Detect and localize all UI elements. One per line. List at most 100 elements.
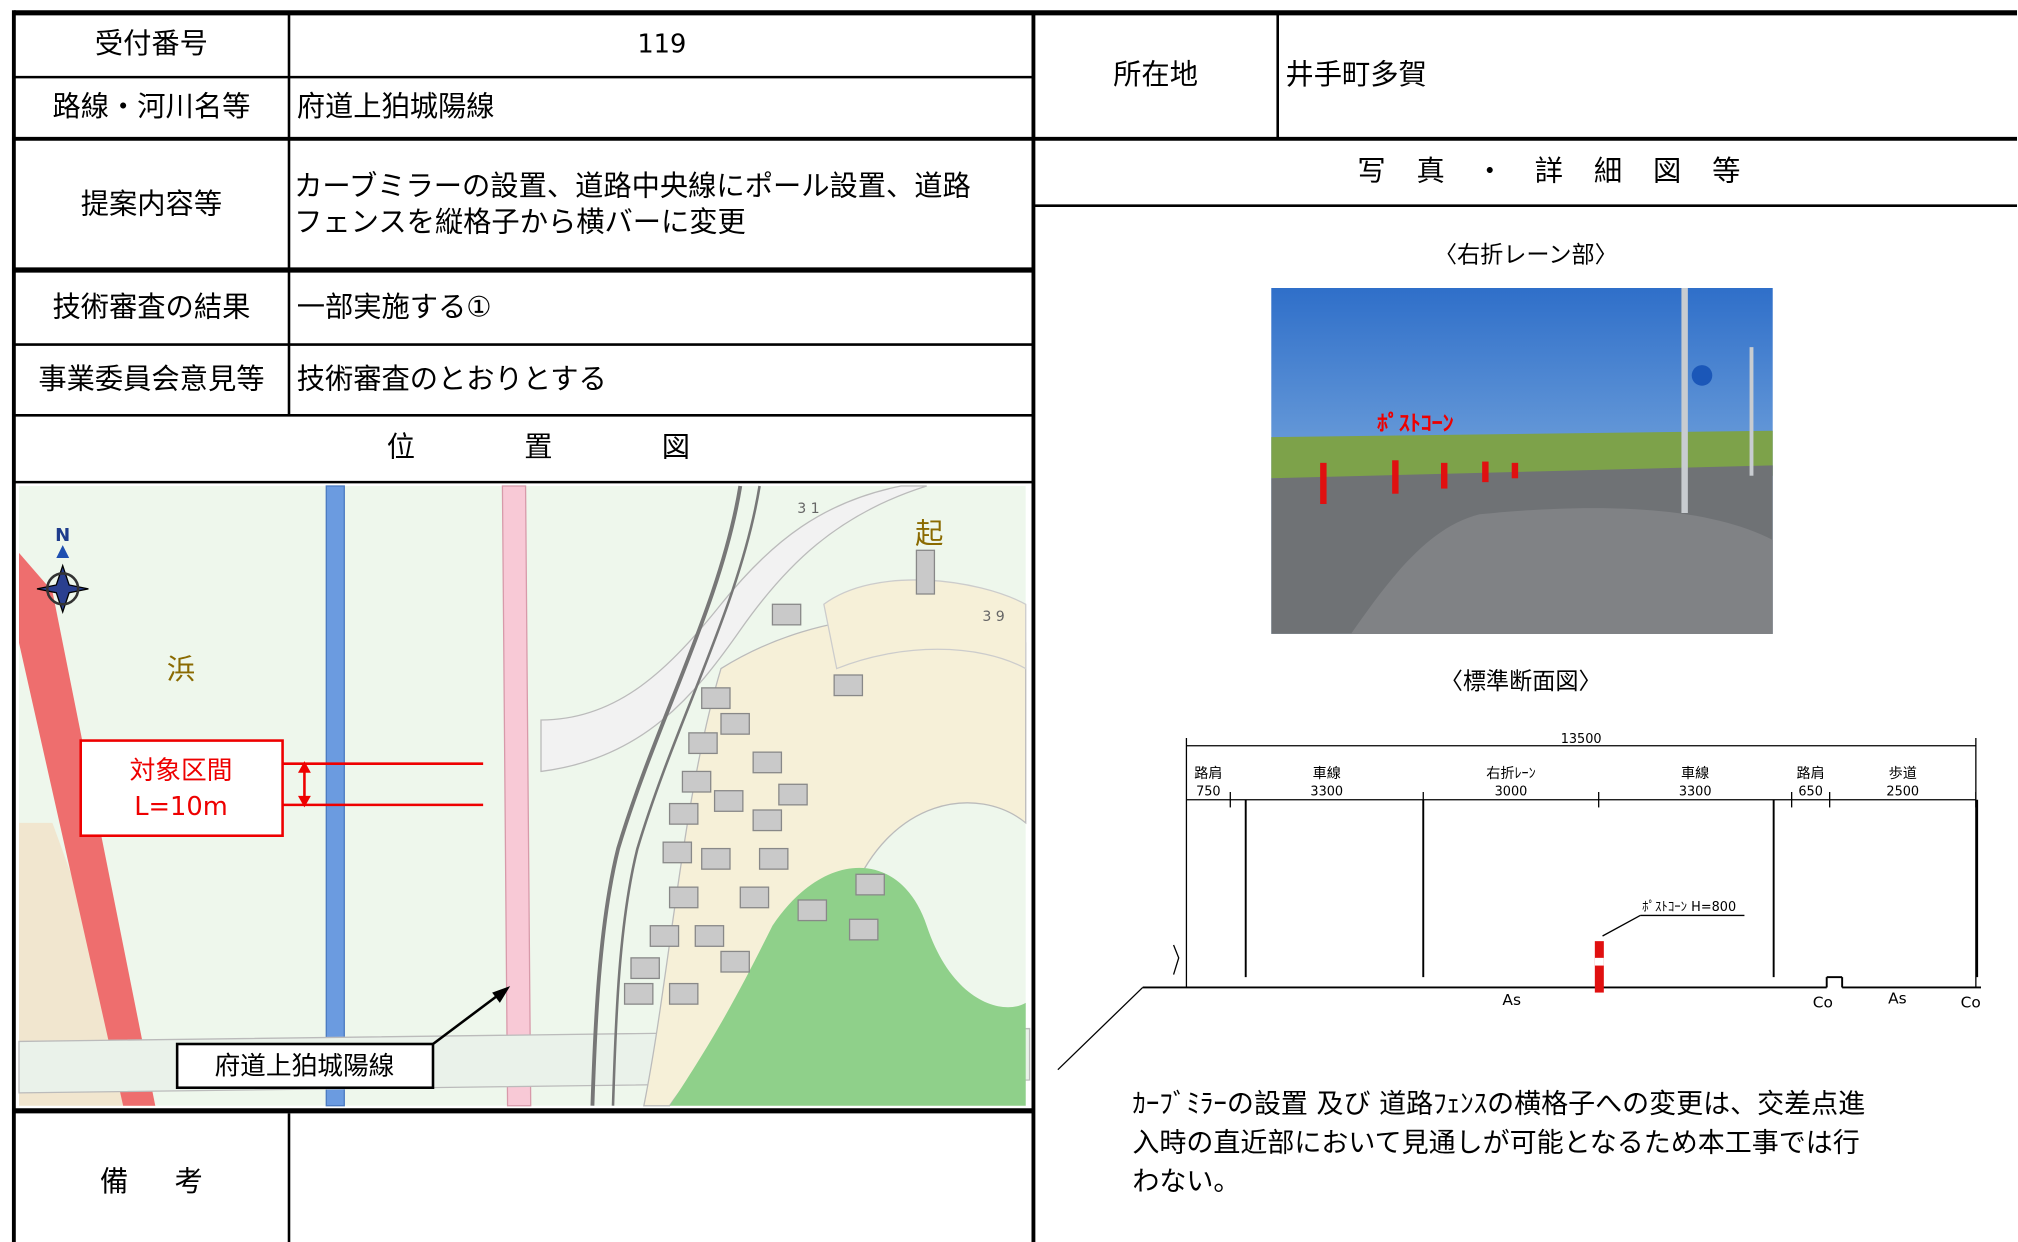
segment-name: 車線 xyxy=(1681,765,1709,782)
building xyxy=(701,687,731,710)
shape xyxy=(1351,508,1773,634)
post-label: ﾎﾟｽﾄｺｰﾝ H=800 xyxy=(1642,900,1736,915)
building xyxy=(668,982,699,1005)
building xyxy=(694,925,725,947)
map-label: 3 1 xyxy=(797,501,819,517)
material: As xyxy=(1502,991,1521,1009)
section-length: L=10m xyxy=(134,792,228,822)
field-label: 備考 xyxy=(100,1165,249,1198)
field-value: カーブミラーの設置、道路中央線にポール設置、道路 xyxy=(294,170,971,203)
building xyxy=(758,847,789,870)
leader xyxy=(1602,914,1641,937)
pole xyxy=(1749,347,1754,476)
segment-name: 車線 xyxy=(1313,765,1341,782)
compass-ring xyxy=(46,572,80,606)
field-value: 119 xyxy=(637,30,686,60)
arrow-head xyxy=(298,795,311,808)
field-value: 府道上狛城陽線 xyxy=(297,90,495,123)
building xyxy=(739,886,770,909)
field-label: 路線・河川名等 xyxy=(52,90,250,123)
building xyxy=(915,549,936,595)
map-label: 浜 xyxy=(167,653,195,686)
field-label: 提案内容等 xyxy=(81,188,222,221)
note-line: ｶｰﾌﾞﾐﾗｰの設置 及び 道路ﾌｪﾝｽの横格子への変更は、交差点進 xyxy=(1132,1089,1865,1120)
map-label: 起 xyxy=(915,517,943,550)
field-value: 一部実施する① xyxy=(297,291,492,324)
building xyxy=(778,783,808,806)
field-value: 井手町多賀 xyxy=(1285,58,1426,91)
building xyxy=(833,674,864,697)
building xyxy=(662,841,693,864)
field-label: 受付番号 xyxy=(95,27,208,60)
building xyxy=(649,925,680,947)
pole xyxy=(1681,288,1688,513)
post xyxy=(1320,462,1327,504)
building xyxy=(688,732,718,755)
slope xyxy=(1057,986,1144,1071)
building xyxy=(797,899,828,922)
arrow-head xyxy=(492,986,511,1003)
material: As xyxy=(1888,990,1907,1008)
material: Co xyxy=(1961,993,1981,1011)
post xyxy=(1392,460,1399,494)
segment-width: 3300 xyxy=(1310,785,1343,800)
building xyxy=(713,790,744,812)
note-line: 入時の直近部において見通しが可能となるため本工事では行 xyxy=(1132,1128,1859,1159)
compass-arrow xyxy=(56,545,70,558)
field-label: 事業委員会意見等 xyxy=(38,363,264,396)
building xyxy=(720,950,750,973)
map-label: N xyxy=(55,525,70,546)
segment-width: 3300 xyxy=(1679,785,1712,800)
note-line: わない。 xyxy=(1132,1166,1240,1197)
segment-width: 750 xyxy=(1196,785,1221,800)
field-value: フェンスを縦格子から横バーに変更 xyxy=(294,206,746,239)
building xyxy=(668,886,699,909)
field-label: 技術審査の結果 xyxy=(52,291,250,324)
map-label: 3 9 xyxy=(982,609,1004,625)
building xyxy=(771,603,802,626)
shape xyxy=(540,485,927,773)
section-heading: 写真・詳細図等 xyxy=(1357,154,1771,187)
road-prefectural xyxy=(501,485,532,1107)
river xyxy=(325,485,345,1107)
section-box xyxy=(79,739,284,838)
shape xyxy=(669,867,1026,1106)
section-label: 対象区間 xyxy=(130,756,233,786)
building xyxy=(701,847,731,870)
railway xyxy=(590,485,743,1106)
segment-name: 路肩 xyxy=(1194,766,1222,782)
compass-star xyxy=(36,563,89,615)
road-label-box xyxy=(175,1042,435,1089)
section-heading: 位置図 xyxy=(387,431,800,464)
post-band xyxy=(1594,957,1604,966)
field-label: 所在地 xyxy=(1113,58,1198,91)
building xyxy=(752,809,783,832)
shape xyxy=(611,485,761,1106)
building xyxy=(855,873,885,896)
segment-name: 路肩 xyxy=(1797,766,1825,782)
material: Co xyxy=(1813,993,1833,1011)
segment-name: 歩道 xyxy=(1889,766,1917,782)
building xyxy=(848,918,879,941)
building xyxy=(720,712,750,735)
section-title: 〈標準断面図〉 xyxy=(1440,669,1602,695)
building xyxy=(668,802,699,825)
segment-width: 3000 xyxy=(1495,785,1528,800)
post xyxy=(1482,461,1489,483)
dimension: 13500 xyxy=(1561,732,1602,747)
road-label: 府道上狛城陽線 xyxy=(214,1052,394,1082)
sign xyxy=(1691,365,1713,386)
segment-width: 650 xyxy=(1798,785,1823,800)
leader xyxy=(432,988,506,1046)
photo-annotation: ﾎﾟｽﾄｺｰﾝ xyxy=(1377,410,1454,436)
photo-title: 〈右折レーン部〉 xyxy=(1434,242,1618,268)
post xyxy=(1511,462,1519,479)
building xyxy=(630,957,660,980)
building xyxy=(752,751,783,774)
arrow-head xyxy=(298,761,311,773)
field-value: 技術審査のとおりとする xyxy=(297,363,607,396)
shape xyxy=(823,579,1027,670)
segment-name: 右折ﾚｰﾝ xyxy=(1486,766,1535,782)
segment-width: 2500 xyxy=(1886,785,1919,800)
